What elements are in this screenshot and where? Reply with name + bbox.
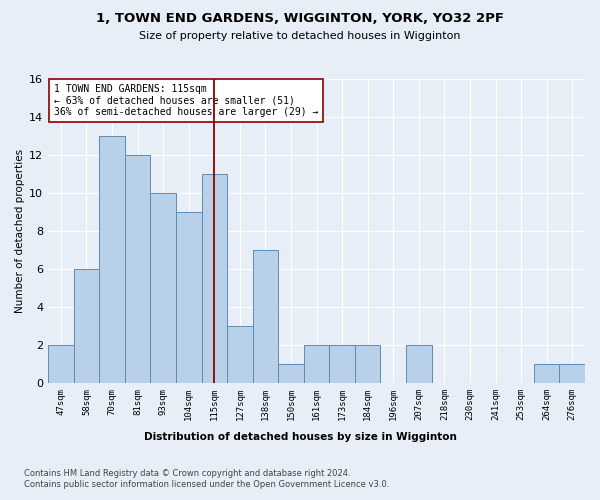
Bar bbox=[74, 269, 99, 383]
Text: 1, TOWN END GARDENS, WIGGINTON, YORK, YO32 2PF: 1, TOWN END GARDENS, WIGGINTON, YORK, YO… bbox=[96, 12, 504, 26]
Bar bbox=[99, 136, 125, 383]
Bar bbox=[202, 174, 227, 383]
Bar bbox=[151, 193, 176, 383]
Bar bbox=[48, 345, 74, 383]
Bar bbox=[355, 345, 380, 383]
Bar bbox=[534, 364, 559, 383]
Bar bbox=[278, 364, 304, 383]
Text: Distribution of detached houses by size in Wigginton: Distribution of detached houses by size … bbox=[143, 432, 457, 442]
Bar bbox=[329, 345, 355, 383]
Bar bbox=[304, 345, 329, 383]
Bar bbox=[176, 212, 202, 383]
Text: Contains HM Land Registry data © Crown copyright and database right 2024.: Contains HM Land Registry data © Crown c… bbox=[24, 468, 350, 477]
Text: Contains public sector information licensed under the Open Government Licence v3: Contains public sector information licen… bbox=[24, 480, 389, 489]
Bar bbox=[125, 155, 151, 383]
Bar bbox=[227, 326, 253, 383]
Text: Size of property relative to detached houses in Wigginton: Size of property relative to detached ho… bbox=[139, 31, 461, 41]
Bar bbox=[253, 250, 278, 383]
Bar bbox=[559, 364, 585, 383]
Bar bbox=[406, 345, 431, 383]
Text: 1 TOWN END GARDENS: 115sqm
← 63% of detached houses are smaller (51)
36% of semi: 1 TOWN END GARDENS: 115sqm ← 63% of deta… bbox=[53, 84, 318, 117]
Y-axis label: Number of detached properties: Number of detached properties bbox=[15, 149, 25, 313]
